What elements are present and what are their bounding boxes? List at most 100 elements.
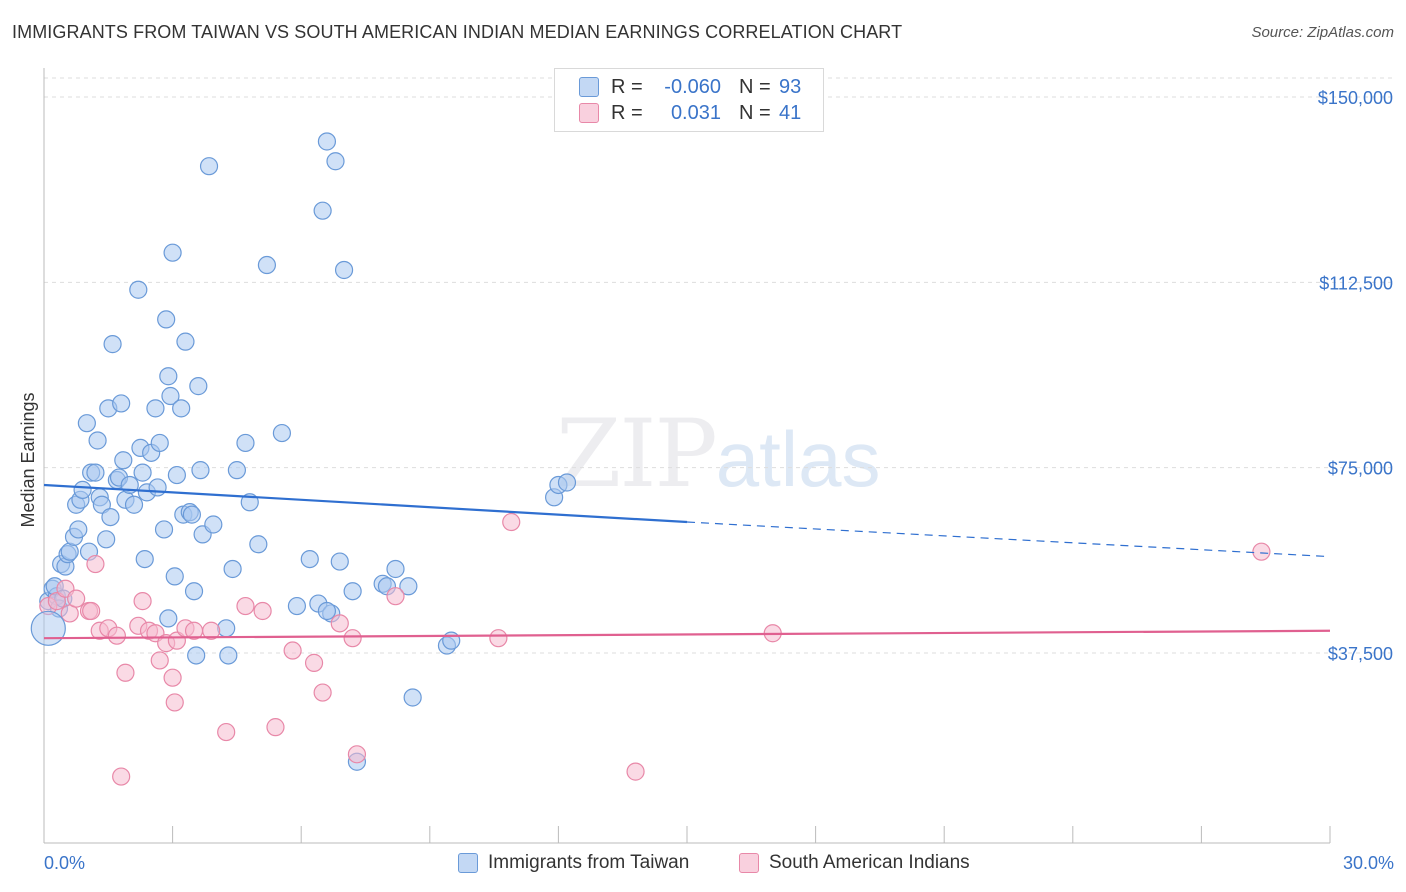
legend-n-label: N = [739,75,771,98]
trendline-taiwan-projection [686,521,1331,558]
point-taiwan [176,332,195,351]
point-taiwan-cluster [30,610,66,646]
point-sa-indian [202,621,221,640]
point-sa-indian [343,629,362,648]
point-taiwan [334,260,354,280]
point-taiwan [272,423,292,443]
point-taiwan [317,132,337,151]
series-legend-item-sa-indians[interactable]: South American Indians [739,852,970,874]
point-taiwan [124,495,144,514]
legend-row-taiwan: R = -0.060 N = 93 [579,75,801,99]
point-taiwan [159,367,178,386]
series-legend-label-sa-indians: South American Indians [769,852,970,873]
point-taiwan [317,601,337,621]
point-sa-indian [1252,542,1271,561]
point-sa-indian [330,614,349,633]
point-taiwan [199,157,219,176]
point-taiwan [386,559,405,579]
point-sa-indian [217,722,236,742]
legend-row-sa-indians: R = 0.031 N = 41 [579,101,801,125]
point-sa-indian [107,626,126,645]
point-taiwan [165,567,184,586]
point-sa-indian [502,512,521,532]
point-taiwan [223,559,242,579]
point-taiwan [191,461,210,480]
point-taiwan [187,646,206,665]
point-sa-indian [304,653,324,672]
point-taiwan [227,461,246,480]
point-taiwan [184,582,204,601]
legend-r-label: R = [611,101,643,124]
x-tick-label-max: 30.0% [1342,853,1394,873]
point-sa-indian [253,601,272,621]
point-sa-indian [112,767,131,786]
chart-title: IMMIGRANTS FROM TAIWAN VS SOUTH AMERICAN… [12,22,903,42]
point-taiwan [148,478,167,497]
legend-swatch-taiwan [579,77,599,97]
y-axis-label: Median Earnings [18,392,38,527]
point-taiwan [129,280,148,299]
point-sa-indian [313,683,332,702]
point-taiwan [114,451,133,470]
series-legend-label-taiwan: Immigrants from Taiwan [488,852,690,873]
point-taiwan [343,582,362,601]
point-sa-indian [347,745,367,764]
point-sa-indian [47,592,66,611]
series-legend: Immigrants from Taiwan South American In… [0,852,1406,878]
point-taiwan [92,495,111,514]
x-tick-label-min: 0.0% [44,853,86,873]
legend-n-label: N = [739,101,771,124]
watermark-zip: ZIP [556,400,718,509]
watermark-atlas: atlas [715,415,881,503]
point-sa-indian [386,587,405,606]
point-taiwan [300,549,319,569]
point-sa-indian [67,589,86,608]
point-taiwan [86,463,105,482]
y-tick-label: $150,000 [1318,88,1393,108]
point-taiwan [172,399,191,418]
point-taiwan [330,552,349,571]
trendline-sa-indians [43,629,1331,640]
point-taiwan [163,243,182,262]
point-sa-indian [236,596,255,616]
point-taiwan [146,399,165,418]
point-sa-indian [283,641,302,660]
point-sa-indian [150,651,169,670]
y-tick-label: $112,500 [1319,273,1393,293]
point-sa-indian [165,693,184,712]
point-taiwan [326,152,345,171]
point-taiwan [101,507,120,527]
y-tick-label: $37,500 [1328,644,1393,664]
point-sa-indian [266,718,285,737]
point-taiwan [150,433,169,453]
series-legend-item-taiwan[interactable]: Immigrants from Taiwan [458,852,689,874]
point-taiwan [257,255,277,275]
point-taiwan [73,480,92,500]
point-taiwan [557,473,577,492]
point-taiwan [88,431,107,450]
point-taiwan [217,619,236,638]
point-sa-indian [163,668,182,687]
point-sa-indian [133,592,152,611]
point-taiwan [204,515,223,534]
point-taiwan [154,520,174,539]
point-taiwan [403,688,422,707]
point-sa-indian [86,554,105,574]
point-sa-indian [626,762,645,781]
point-taiwan [161,386,180,406]
point-taiwan [103,335,122,354]
point-taiwan [287,596,307,616]
point-taiwan [189,377,208,396]
point-taiwan [219,646,238,665]
point-taiwan [135,549,154,569]
watermark: ZIPatlas [556,400,880,509]
series-legend-swatch-sa-indians [739,853,759,873]
legend-n-value-taiwan: 93 [779,75,802,98]
trendline-taiwan [43,483,688,524]
point-taiwan [133,463,152,482]
correlation-legend: R = -0.060 N = 93 R = 0.031 N = 41 [554,68,824,132]
point-taiwan [97,530,116,549]
legend-r-label: R = [611,75,643,98]
legend-r-value-sa-indians: 0.031 [670,101,721,124]
